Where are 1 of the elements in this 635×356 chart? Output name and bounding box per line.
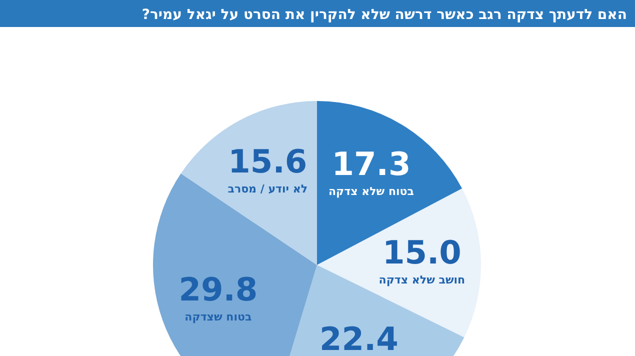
title: האם לדעתך צדקה רגב כאשר דרשה שלא להקרין את הסרט על יגאל עמיר? [142, 7, 627, 23]
